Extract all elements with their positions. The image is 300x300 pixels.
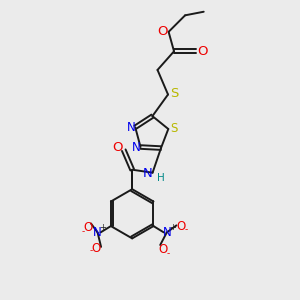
- Text: O: O: [83, 221, 92, 235]
- Text: O: O: [157, 25, 167, 38]
- Text: -: -: [90, 246, 93, 255]
- Text: -: -: [167, 249, 170, 258]
- Text: N: N: [162, 226, 171, 239]
- Text: S: S: [170, 86, 178, 100]
- Text: -: -: [81, 227, 84, 236]
- Text: S: S: [170, 122, 177, 136]
- Text: +: +: [100, 223, 106, 232]
- Text: O: O: [159, 243, 168, 256]
- Text: H: H: [157, 173, 165, 183]
- Text: O: O: [176, 220, 186, 233]
- Text: +: +: [169, 223, 175, 232]
- Text: N: N: [142, 167, 152, 180]
- Text: O: O: [112, 141, 122, 154]
- Text: N: N: [93, 226, 102, 239]
- Text: N: N: [126, 121, 135, 134]
- Text: N: N: [132, 140, 140, 154]
- Text: O: O: [92, 242, 101, 255]
- Text: -: -: [184, 225, 188, 234]
- Text: O: O: [197, 45, 208, 58]
